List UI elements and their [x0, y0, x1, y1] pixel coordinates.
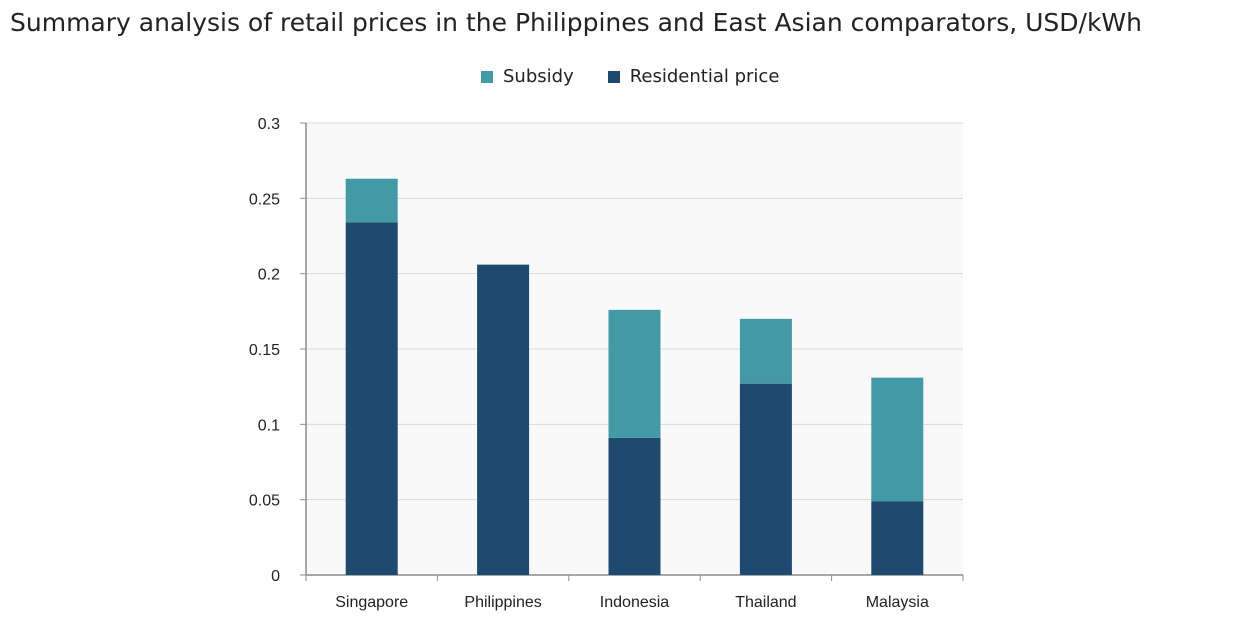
- bar-subsidy-malaysia: [871, 377, 924, 502]
- x-tick-label: Thailand: [735, 594, 796, 611]
- y-tick-label: 0.15: [249, 342, 280, 359]
- legend-item-subsidy: Subsidy: [481, 66, 574, 87]
- bar-subsidy-singapore: [345, 178, 398, 223]
- y-tick-label: 0: [271, 568, 280, 585]
- x-tick-label: Singapore: [335, 594, 408, 611]
- legend: Subsidy Residential price: [481, 66, 779, 87]
- bar-subsidy-thailand: [739, 318, 792, 384]
- y-tick-label: 0.05: [249, 493, 280, 510]
- x-tick-label: Philippines: [464, 594, 541, 611]
- chart-title: Summary analysis of retail prices in the…: [10, 8, 1142, 37]
- bar-residential-price-indonesia: [608, 437, 661, 575]
- y-tick-label: 0.1: [258, 417, 280, 434]
- y-tick-label: 0.2: [258, 267, 280, 284]
- legend-swatch-subsidy: [481, 70, 493, 83]
- y-tick-label: 0.3: [258, 116, 280, 133]
- bar-residential-price-singapore: [345, 222, 398, 575]
- bar-residential-price-philippines: [477, 264, 530, 575]
- x-tick-label: Indonesia: [600, 594, 669, 611]
- legend-label-subsidy: Subsidy: [503, 66, 574, 87]
- bar-subsidy-indonesia: [608, 309, 661, 438]
- x-tick-label: Malaysia: [866, 594, 929, 611]
- legend-swatch-residential-price: [607, 70, 620, 83]
- legend-item-residential-price: Residential price: [607, 66, 780, 87]
- y-tick-label: 0.25: [249, 191, 280, 208]
- bar-residential-price-malaysia: [871, 501, 924, 575]
- bar-residential-price-thailand: [739, 383, 792, 575]
- legend-label-residential-price: Residential price: [629, 66, 780, 87]
